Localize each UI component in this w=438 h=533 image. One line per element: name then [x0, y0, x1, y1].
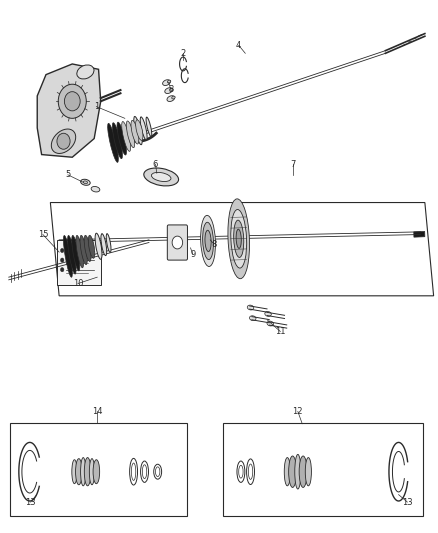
Circle shape — [64, 92, 80, 111]
Text: 14: 14 — [92, 407, 102, 416]
Ellipse shape — [267, 321, 273, 326]
Text: 13: 13 — [402, 498, 413, 506]
Ellipse shape — [140, 117, 147, 140]
Ellipse shape — [76, 236, 84, 268]
Ellipse shape — [131, 120, 139, 144]
Text: 11: 11 — [275, 327, 286, 336]
Ellipse shape — [236, 229, 241, 248]
Ellipse shape — [144, 168, 179, 186]
Text: 10: 10 — [73, 279, 83, 288]
Text: 15: 15 — [38, 230, 48, 239]
Ellipse shape — [122, 122, 131, 151]
Ellipse shape — [136, 120, 143, 140]
Ellipse shape — [84, 457, 91, 486]
Ellipse shape — [83, 181, 88, 184]
Circle shape — [60, 258, 64, 262]
Ellipse shape — [80, 236, 87, 264]
Text: 13: 13 — [25, 498, 36, 506]
Text: 9: 9 — [190, 250, 195, 259]
Ellipse shape — [77, 65, 94, 79]
Polygon shape — [37, 64, 101, 157]
Ellipse shape — [205, 230, 211, 252]
Ellipse shape — [89, 458, 95, 485]
Ellipse shape — [265, 311, 271, 317]
Bar — [223, 423, 423, 516]
Circle shape — [172, 236, 183, 249]
Ellipse shape — [203, 222, 213, 260]
Ellipse shape — [152, 172, 171, 182]
Text: 1: 1 — [94, 102, 99, 111]
Text: 8: 8 — [211, 240, 216, 248]
Ellipse shape — [134, 117, 142, 144]
Bar — [10, 423, 187, 516]
Ellipse shape — [81, 179, 90, 185]
Text: 5: 5 — [65, 171, 71, 179]
Ellipse shape — [93, 459, 99, 484]
Ellipse shape — [201, 215, 215, 266]
Bar — [414, 231, 425, 237]
Ellipse shape — [305, 457, 311, 486]
Circle shape — [57, 133, 70, 149]
Ellipse shape — [165, 88, 173, 93]
Ellipse shape — [162, 80, 170, 85]
Ellipse shape — [284, 457, 290, 486]
Ellipse shape — [101, 233, 107, 256]
Circle shape — [58, 84, 86, 118]
Ellipse shape — [72, 459, 77, 484]
Ellipse shape — [72, 236, 80, 271]
Ellipse shape — [167, 80, 171, 83]
Ellipse shape — [295, 454, 301, 489]
Ellipse shape — [172, 96, 175, 99]
Bar — [57, 240, 101, 285]
Ellipse shape — [146, 117, 152, 136]
Circle shape — [60, 248, 64, 253]
Ellipse shape — [231, 209, 247, 268]
Circle shape — [60, 268, 64, 272]
Ellipse shape — [106, 233, 111, 253]
Ellipse shape — [84, 236, 91, 261]
Ellipse shape — [167, 96, 175, 101]
Text: 12: 12 — [293, 407, 303, 416]
Text: 2: 2 — [180, 49, 186, 58]
Ellipse shape — [95, 233, 102, 259]
Ellipse shape — [228, 199, 250, 279]
Ellipse shape — [67, 236, 76, 274]
Ellipse shape — [233, 220, 244, 257]
Ellipse shape — [81, 457, 86, 486]
Ellipse shape — [289, 456, 297, 487]
Text: 3: 3 — [168, 85, 173, 94]
Ellipse shape — [91, 187, 100, 192]
Ellipse shape — [51, 129, 76, 154]
Ellipse shape — [113, 123, 122, 159]
Ellipse shape — [250, 316, 256, 321]
Ellipse shape — [117, 122, 127, 155]
Text: 4: 4 — [236, 41, 241, 50]
Text: 6: 6 — [153, 160, 158, 168]
Text: 7: 7 — [291, 160, 296, 168]
Ellipse shape — [170, 88, 173, 91]
Ellipse shape — [64, 236, 72, 277]
Ellipse shape — [88, 235, 95, 259]
Ellipse shape — [76, 458, 82, 485]
Ellipse shape — [108, 123, 118, 163]
FancyBboxPatch shape — [167, 225, 187, 260]
Ellipse shape — [299, 456, 307, 487]
Ellipse shape — [126, 121, 135, 148]
Ellipse shape — [247, 305, 254, 310]
